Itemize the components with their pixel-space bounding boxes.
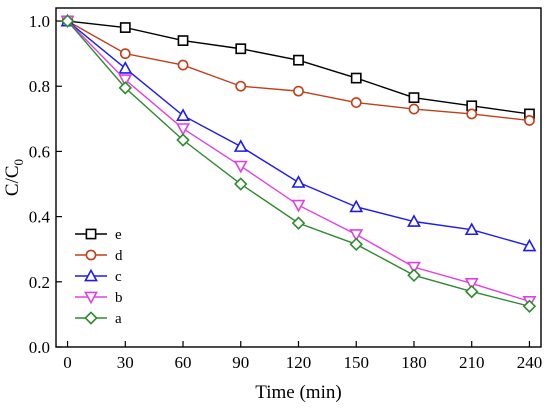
data-point-d (235, 80, 247, 92)
legend-item-d: d (75, 248, 123, 264)
data-point-a (464, 284, 479, 299)
y-tick-label: 0.8 (29, 77, 50, 96)
data-point-b (233, 160, 248, 174)
legend-item-c: c (75, 268, 122, 285)
data-point-e (408, 92, 420, 104)
series-layer (60, 13, 537, 313)
legend-label: c (115, 269, 122, 285)
x-tick-label: 120 (286, 353, 312, 372)
data-point-a (291, 216, 306, 230)
data-point-c (176, 108, 190, 121)
legend-item-e: e (75, 227, 122, 243)
series-b (60, 15, 537, 309)
data-point-d (350, 97, 362, 108)
data-point-c (349, 199, 364, 213)
data-point-e (119, 22, 131, 33)
x-tick-label: 210 (459, 353, 485, 372)
x-axis-label: Time (min) (255, 382, 341, 403)
series-c (60, 13, 537, 252)
data-point-e (293, 54, 304, 66)
y-axis-label-main: C/C (2, 165, 23, 196)
data-point-a (234, 177, 248, 191)
x-tick-label: 150 (343, 353, 369, 372)
data-point-c (233, 139, 248, 152)
y-axis-label: C/C0 (2, 159, 26, 196)
legend-marker (84, 291, 98, 305)
data-point-d (293, 85, 304, 97)
series-line-e (67, 20, 530, 115)
series-e (62, 15, 535, 120)
y-tick-label: 0.2 (29, 273, 50, 292)
data-point-d (119, 48, 131, 60)
data-point-c (118, 61, 133, 74)
data-point-a (407, 268, 421, 283)
series-line-d (67, 20, 530, 122)
legend-marker (85, 228, 97, 240)
x-tick-label: 180 (401, 353, 427, 372)
data-point-a (118, 81, 133, 95)
data-point-b (407, 261, 421, 275)
data-point-a (522, 299, 537, 313)
data-point-d (524, 115, 535, 126)
data-point-e (350, 72, 362, 84)
data-point-c (291, 175, 306, 188)
legend-label: e (115, 227, 122, 243)
data-point-c (464, 222, 479, 236)
x-tick-label: 0 (63, 353, 72, 372)
data-point-a (60, 14, 75, 28)
data-point-c (522, 238, 537, 252)
data-point-e (177, 35, 189, 46)
data-point-d (466, 108, 478, 120)
data-point-d (408, 103, 420, 115)
data-point-b (118, 74, 133, 87)
data-point-a (176, 133, 190, 147)
legend-marker (84, 268, 98, 282)
data-point-c (407, 214, 421, 227)
legend-item-b: b (75, 290, 123, 306)
legend-label: a (115, 311, 122, 327)
data-point-a (349, 237, 363, 252)
legend-item-a: a (75, 311, 122, 327)
data-point-b (349, 229, 364, 242)
legend-label: b (115, 290, 123, 306)
y-tick-label: 0.4 (29, 208, 51, 227)
x-tick-label: 240 (517, 353, 543, 372)
axis-ticks: 0 30 60 90 120 150 180 210 240 0.0 0.2 0.4 0.6 0.8 1.0 (29, 12, 542, 372)
data-point-e (235, 43, 247, 55)
data-point-b (464, 278, 479, 291)
legend-marker (84, 311, 98, 325)
x-tick-label: 90 (232, 353, 249, 372)
y-tick-label: 0.6 (29, 142, 50, 161)
series-d (62, 15, 535, 126)
y-tick-label: 0.0 (29, 338, 50, 357)
data-point-b (176, 123, 190, 136)
y-tick-label: 1.0 (29, 12, 50, 31)
series-a (60, 14, 537, 313)
y-axis-label-subscript: 0 (11, 159, 26, 166)
legend-label: d (115, 248, 123, 264)
x-tick-label: 60 (175, 353, 192, 372)
legend-marker (85, 249, 97, 261)
x-tick-label: 30 (117, 353, 134, 372)
data-point-d (177, 59, 189, 71)
data-point-b (291, 199, 306, 213)
